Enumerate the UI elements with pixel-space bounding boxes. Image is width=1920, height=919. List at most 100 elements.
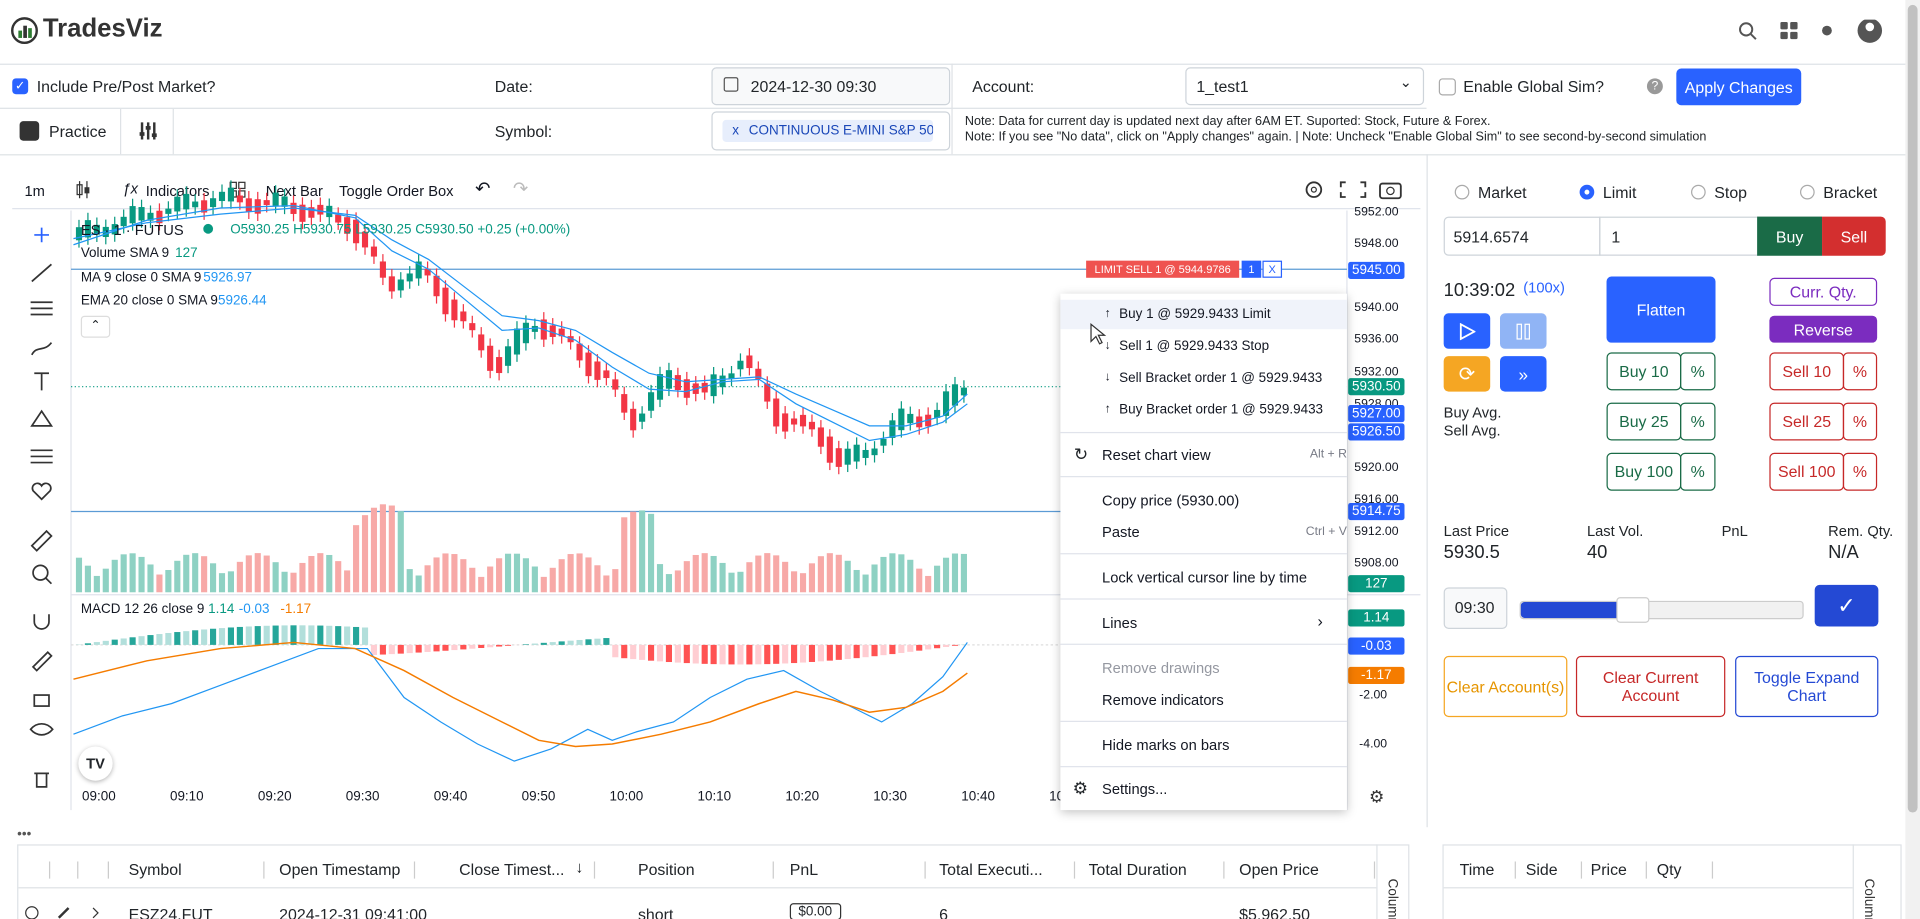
percent-button[interactable]: % bbox=[1842, 452, 1878, 491]
buy-qty-button[interactable]: Buy 10 bbox=[1606, 352, 1682, 391]
percent-button[interactable]: % bbox=[1680, 452, 1716, 491]
clear-current-button[interactable]: Clear Current Account bbox=[1575, 655, 1726, 718]
axis-settings[interactable]: ⚙ bbox=[1368, 786, 1385, 807]
column-header[interactable]: Total Executi... bbox=[939, 860, 1043, 879]
chart-tools[interactable] bbox=[1302, 179, 1405, 201]
column-header[interactable]: Open Price bbox=[1239, 860, 1319, 879]
column-header[interactable]: Time bbox=[1459, 860, 1495, 879]
slider-thumb[interactable] bbox=[1616, 597, 1650, 623]
apply-button[interactable]: Apply Changes bbox=[1676, 68, 1802, 106]
sell-qty-button[interactable]: Sell 10 bbox=[1769, 352, 1845, 391]
chart-decoration bbox=[951, 644, 959, 646]
symbol-input[interactable] bbox=[711, 111, 951, 151]
menu-item[interactable]: Sell 1 @ 5929.9433 Stop bbox=[1119, 338, 1270, 354]
checkbox[interactable] bbox=[1438, 78, 1456, 96]
chart-decoration bbox=[361, 231, 369, 248]
percent-button[interactable]: % bbox=[1680, 352, 1716, 391]
radio[interactable] bbox=[1454, 184, 1470, 200]
buy-button[interactable]: Buy bbox=[1757, 216, 1823, 256]
radio[interactable] bbox=[1579, 184, 1595, 200]
column-header[interactable]: Price bbox=[1590, 860, 1627, 879]
drawing-toolbar[interactable] bbox=[27, 220, 56, 795]
radio[interactable] bbox=[1800, 184, 1815, 200]
columns-toggle[interactable]: Columns bbox=[1384, 878, 1400, 919]
arrow: ↑ bbox=[1104, 307, 1111, 321]
chart-decoration bbox=[388, 505, 395, 593]
column-header[interactable]: Total Duration bbox=[1088, 860, 1187, 879]
row-actions[interactable] bbox=[22, 903, 108, 919]
order-label[interactable]: LIMIT SELL 1 @ 5944.9786 bbox=[1086, 260, 1240, 278]
buy-qty-button[interactable]: Buy 25 bbox=[1606, 402, 1682, 441]
account-select[interactable] bbox=[1185, 67, 1425, 106]
column-header[interactable]: Side bbox=[1525, 860, 1558, 879]
chip-remove[interactable]: x bbox=[732, 123, 739, 139]
practice[interactable]: Practice bbox=[48, 122, 107, 141]
chart-decoration bbox=[549, 325, 556, 337]
curr-qty-button[interactable]: Curr. Qty. bbox=[1769, 277, 1878, 306]
radio[interactable] bbox=[1691, 184, 1706, 200]
column-header[interactable]: PnL bbox=[789, 860, 819, 879]
clear-accounts-button[interactable]: Clear Account(s) bbox=[1443, 655, 1568, 718]
sell-button[interactable]: Sell bbox=[1822, 216, 1886, 256]
play-button[interactable] bbox=[1443, 313, 1491, 349]
toggle-expand-button[interactable]: Toggle Expand Chart bbox=[1735, 655, 1879, 718]
menu-item[interactable]: Buy Bracket order 1 @ 5929.9433 bbox=[1119, 402, 1324, 418]
chart-decoration bbox=[871, 448, 878, 456]
menu-item[interactable]: Remove indicators bbox=[1102, 691, 1224, 709]
column-header[interactable]: Close Timest... bbox=[459, 860, 565, 879]
sell-qty-button[interactable]: Sell 25 bbox=[1769, 402, 1845, 441]
checkbox[interactable]: ✓ bbox=[12, 78, 29, 95]
column-header[interactable]: Symbol bbox=[128, 860, 182, 879]
speed[interactable]: (100x) bbox=[1523, 279, 1565, 297]
columns-toggle[interactable]: Columns bbox=[1861, 878, 1876, 919]
sliders-icon[interactable] bbox=[138, 121, 158, 141]
chart-decoration bbox=[218, 573, 226, 593]
sell-qty-button[interactable]: Sell 100 bbox=[1769, 452, 1845, 491]
column-header[interactable]: Qty bbox=[1656, 860, 1682, 879]
buy-qty-button[interactable]: Buy 100 bbox=[1606, 452, 1682, 491]
order-close[interactable]: X bbox=[1262, 260, 1283, 278]
menu-item[interactable]: Paste bbox=[1102, 523, 1140, 541]
menu-item[interactable]: Hide marks on bars bbox=[1102, 736, 1230, 754]
help-icon[interactable]: ? bbox=[1646, 78, 1663, 95]
menu-item[interactable]: Lines bbox=[1102, 614, 1138, 632]
date-input[interactable] bbox=[711, 67, 951, 106]
candle-icon[interactable] bbox=[75, 180, 92, 200]
chart-decoration bbox=[397, 511, 404, 593]
next-bar[interactable]: Next Bar bbox=[265, 182, 323, 200]
pause-button[interactable] bbox=[1500, 313, 1547, 349]
radio-label: Stop bbox=[1714, 183, 1748, 202]
scrollbar-thumb[interactable] bbox=[1907, 4, 1918, 813]
menu-item[interactable]: Reset chart view bbox=[1102, 446, 1211, 464]
column-header[interactable]: Open Timestamp bbox=[279, 860, 401, 879]
chart-decoration bbox=[746, 644, 753, 665]
qty-input[interactable] bbox=[1599, 216, 1759, 256]
toggle-order-box[interactable]: Toggle Order Box bbox=[339, 182, 454, 200]
percent-button[interactable]: % bbox=[1842, 352, 1878, 391]
time-input[interactable] bbox=[1443, 587, 1508, 629]
confirm-button[interactable]: ✓ bbox=[1814, 584, 1879, 627]
refresh-button[interactable]: ⟳ bbox=[1443, 356, 1491, 392]
chart-decoration bbox=[415, 644, 422, 653]
undo[interactable]: ↶ bbox=[475, 178, 491, 200]
percent-button[interactable]: % bbox=[1680, 402, 1716, 441]
chart-decoration bbox=[942, 391, 950, 416]
menu-item[interactable]: Copy price (5930.00) bbox=[1102, 491, 1240, 510]
menu-item[interactable]: Sell Bracket order 1 @ 5929.9433 bbox=[1119, 370, 1323, 386]
reverse-button[interactable]: Reverse bbox=[1769, 315, 1878, 343]
forward-button[interactable]: » bbox=[1500, 356, 1547, 392]
percent-button[interactable]: % bbox=[1842, 402, 1878, 441]
resize-handle[interactable]: ••• bbox=[17, 827, 32, 842]
collapse-legend[interactable]: ⌃ bbox=[80, 315, 111, 338]
column-header[interactable]: Position bbox=[637, 860, 695, 879]
menu-item[interactable]: Lock vertical cursor line by time bbox=[1102, 569, 1308, 587]
order-qty[interactable]: 1 bbox=[1241, 260, 1262, 278]
menu-item[interactable]: Settings... bbox=[1102, 780, 1168, 798]
tv-logo[interactable]: TV bbox=[78, 746, 113, 781]
chart-decoration bbox=[558, 641, 565, 645]
chart-decoration bbox=[621, 394, 628, 413]
interval[interactable]: 1m bbox=[24, 182, 45, 200]
chart-decoration bbox=[567, 640, 574, 645]
menu-item[interactable]: Buy 1 @ 5929.9433 Limit bbox=[1119, 307, 1271, 322]
flatten-button[interactable]: Flatten bbox=[1606, 276, 1716, 343]
